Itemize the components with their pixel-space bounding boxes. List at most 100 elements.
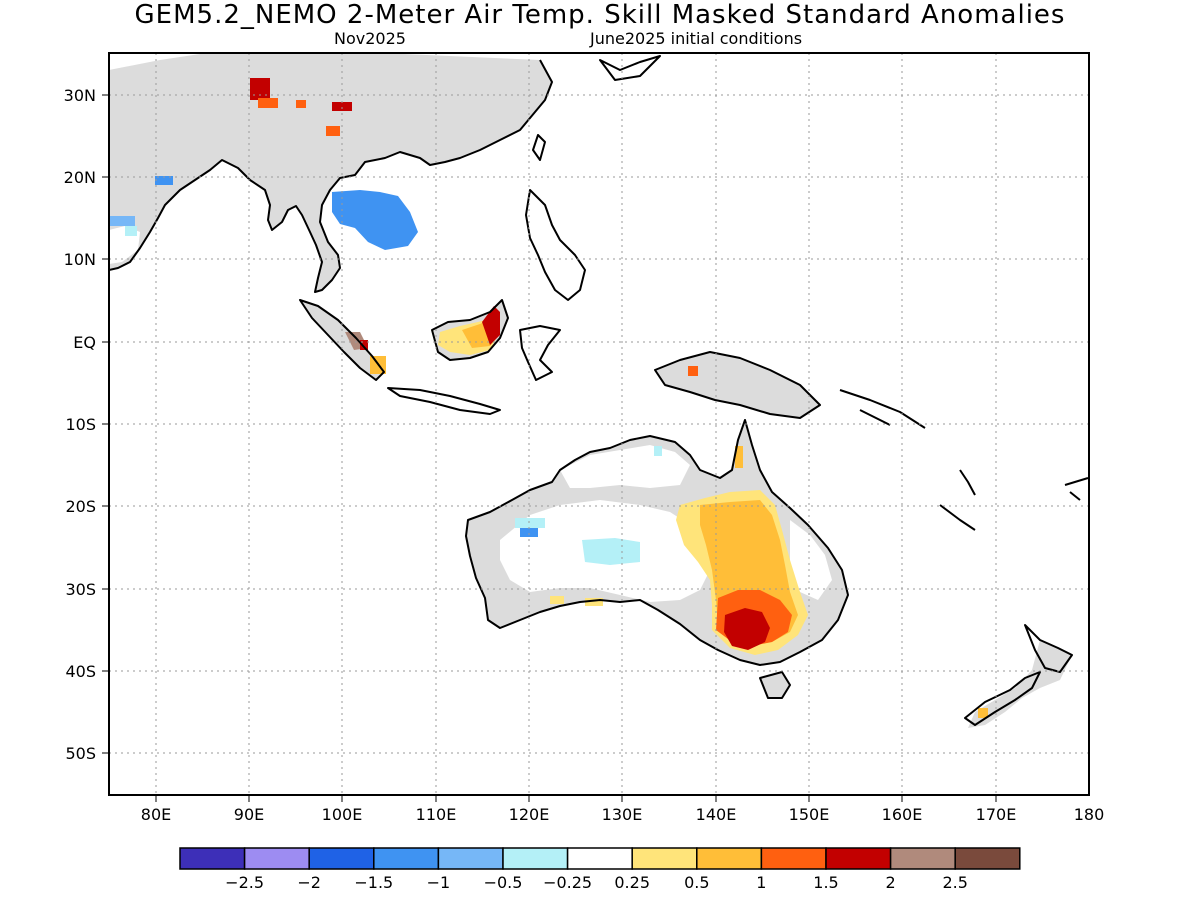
initial-conditions: June2025 initial conditions bbox=[590, 29, 803, 48]
tibet-red-2 bbox=[332, 102, 352, 111]
aus-north-lightblue bbox=[654, 446, 662, 456]
nz-north-coastline bbox=[1024, 624, 1073, 673]
colorbar-swatch bbox=[825, 847, 892, 870]
lon-labels: 80E 90E 100E 110E 120E 130E 140E 150E 16… bbox=[141, 805, 1105, 824]
lon-label: 110E bbox=[416, 805, 457, 824]
sumatra-red bbox=[360, 340, 368, 350]
lat-label: 20S bbox=[65, 497, 96, 516]
tibet-orange-1 bbox=[258, 98, 278, 108]
colorbar-swatch bbox=[954, 847, 1021, 870]
colorbar-swatch bbox=[696, 847, 763, 870]
new-guinea-coastline bbox=[654, 351, 821, 419]
sulawesi-coastline bbox=[519, 325, 561, 381]
axis-ticks bbox=[102, 94, 997, 802]
borneo-coastline bbox=[431, 299, 509, 361]
india-lightblue bbox=[125, 226, 137, 236]
lon-label: 140E bbox=[696, 805, 737, 824]
australia-coastline bbox=[465, 419, 849, 666]
lat-labels: 30N 20N 10N EQ 10S 20S 30S 40S 50S bbox=[64, 86, 96, 763]
tasmania-coastline bbox=[759, 671, 791, 699]
india-blue-1 bbox=[155, 176, 173, 185]
lon-label: 120E bbox=[509, 805, 550, 824]
lon-label: 90E bbox=[234, 805, 264, 824]
aus-south-coast-yellow bbox=[585, 598, 603, 606]
japan-coastline bbox=[599, 55, 661, 81]
lat-label: 40S bbox=[65, 662, 96, 681]
anomaly-fills bbox=[109, 78, 988, 718]
lon-label: 160E bbox=[882, 805, 923, 824]
lon-label: 130E bbox=[602, 805, 643, 824]
colorbar-swatch bbox=[760, 847, 827, 870]
colorbar-label: −0.25 bbox=[543, 873, 592, 892]
lat-label: 30S bbox=[65, 580, 96, 599]
tasmania-land bbox=[760, 672, 790, 698]
map-area bbox=[109, 53, 1089, 795]
aus-north-white bbox=[560, 445, 690, 488]
colorbar-swatch bbox=[437, 847, 504, 870]
sumatra-land bbox=[300, 300, 384, 380]
nz-orange bbox=[978, 708, 988, 718]
aus-sw-coast-yellow bbox=[550, 596, 564, 604]
lon-label: 170E bbox=[976, 805, 1017, 824]
taiwan-coastline bbox=[532, 134, 546, 161]
aus-east-white bbox=[790, 520, 832, 600]
map-title: GEM5.2_NEMO 2-Meter Air Temp. Skill Mask… bbox=[134, 0, 1066, 30]
asia-mainland-land bbox=[109, 53, 552, 292]
tibet-red-1 bbox=[250, 78, 270, 100]
colorbar-swatch bbox=[502, 847, 569, 870]
aus-ne-coast-orange bbox=[735, 446, 743, 468]
tibet-orange-3 bbox=[326, 126, 340, 136]
lat-label: 20N bbox=[64, 168, 96, 187]
vanuatu-coastline bbox=[939, 469, 976, 531]
colorbar-swatch bbox=[373, 847, 440, 870]
java-coastline bbox=[387, 387, 501, 415]
colorbar-legend: −2.5 −2 −1.5 −1 −0.5 −0.25 0.25 0.5 1 1.5 2 2.5 bbox=[179, 847, 1021, 892]
nz-south-coastline bbox=[964, 671, 1041, 726]
victoria-red bbox=[724, 608, 770, 650]
colorbar-swatch bbox=[631, 847, 698, 870]
colorbar-label: −0.5 bbox=[484, 873, 523, 892]
colorbar-swatch bbox=[566, 847, 633, 870]
colorbar-label: 1.5 bbox=[813, 873, 838, 892]
colorbar-label: −1.5 bbox=[354, 873, 393, 892]
forecast-month: Nov2025 bbox=[334, 29, 406, 48]
colorbar-label: 1 bbox=[756, 873, 766, 892]
tibet-orange-2 bbox=[296, 100, 306, 108]
lon-label: 100E bbox=[322, 805, 363, 824]
lat-label: 30N bbox=[64, 86, 96, 105]
new-zealand-land bbox=[968, 640, 1072, 728]
lat-label: 10S bbox=[65, 415, 96, 434]
lon-label: 80E bbox=[141, 805, 171, 824]
colorbar-label: −2.5 bbox=[225, 873, 264, 892]
india-blue-2 bbox=[109, 216, 135, 226]
colorbar-label: 0.5 bbox=[684, 873, 709, 892]
colorbar-label: 0.25 bbox=[614, 873, 650, 892]
colorbar-label: 2.5 bbox=[942, 873, 967, 892]
lat-label: 10N bbox=[64, 250, 96, 269]
masked-land bbox=[109, 53, 1072, 728]
colorbar-label: 2 bbox=[886, 873, 896, 892]
coastlines bbox=[109, 55, 1089, 726]
indochina-blue bbox=[332, 190, 418, 250]
borneo-red bbox=[482, 306, 500, 345]
aus-interior-lightblue bbox=[582, 538, 640, 565]
solomon-islands-coastline bbox=[839, 389, 926, 429]
colorbar-swatch bbox=[889, 847, 956, 870]
new-guinea-land bbox=[655, 352, 820, 418]
colorbar-swatch bbox=[243, 847, 310, 870]
sumatra-coastline bbox=[299, 299, 385, 381]
asia-coastline bbox=[109, 59, 553, 293]
aus-west-lightblue bbox=[515, 518, 545, 528]
graticule bbox=[109, 53, 1089, 795]
colorbar-swatch bbox=[308, 847, 375, 870]
lon-label: 150E bbox=[789, 805, 830, 824]
lat-label: 50S bbox=[65, 744, 96, 763]
new-guinea-orange bbox=[688, 366, 698, 376]
lat-label: EQ bbox=[73, 333, 96, 352]
colorbar-label: −1 bbox=[427, 873, 451, 892]
philippines-coastline bbox=[525, 189, 586, 301]
lon-label: 180 bbox=[1074, 805, 1105, 824]
colorbar-swatch bbox=[179, 847, 246, 870]
colorbar-label: −2 bbox=[297, 873, 321, 892]
